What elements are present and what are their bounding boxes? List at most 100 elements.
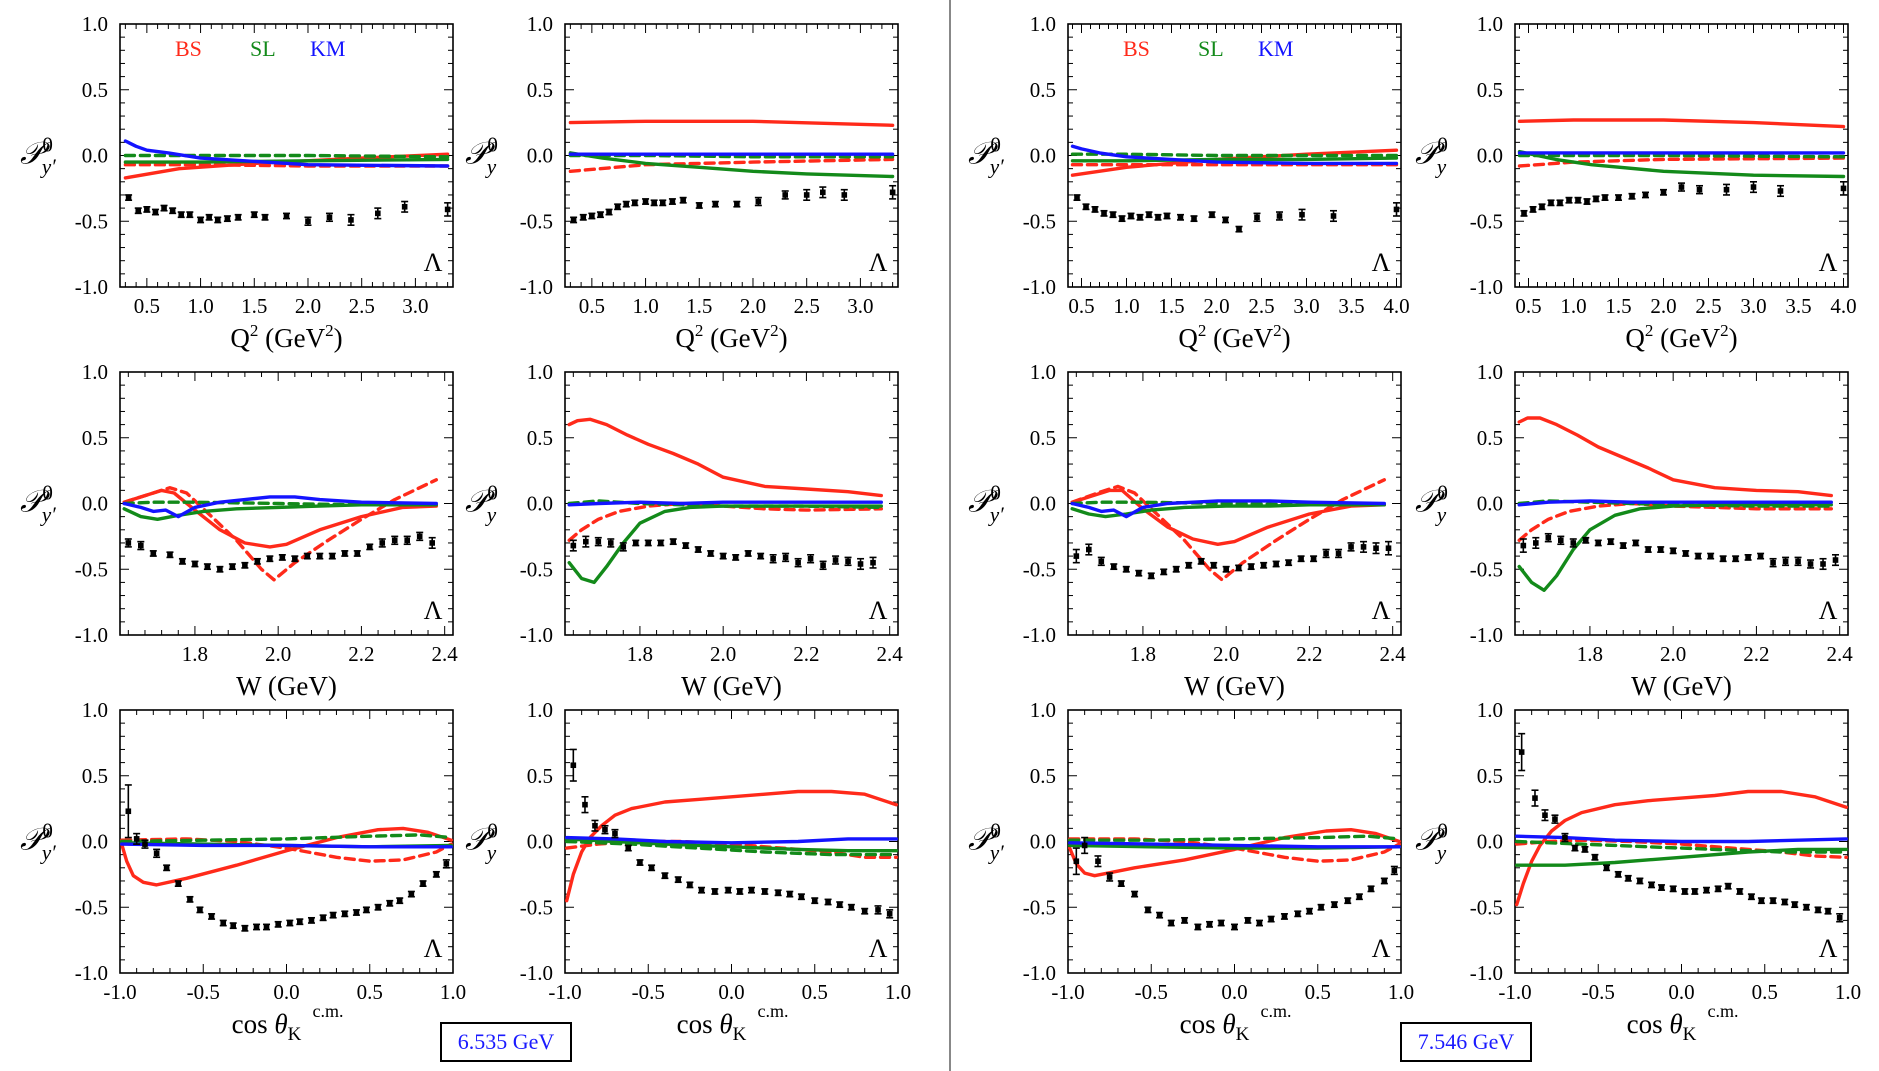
data-point <box>279 554 286 561</box>
data-point <box>379 540 386 546</box>
data-point <box>1348 544 1354 550</box>
y-tick-label: 0.5 <box>1030 764 1056 788</box>
curve-bs-solid <box>122 488 438 549</box>
data-point <box>832 557 839 563</box>
data-point <box>1373 545 1379 552</box>
data-point <box>1557 200 1563 206</box>
data-point <box>1745 554 1751 561</box>
y-axis-title: 𝒫0 y′ <box>968 481 1004 527</box>
data-point <box>1645 546 1651 553</box>
data-point <box>287 920 293 926</box>
x-tick-label: -0.5 <box>632 980 665 1004</box>
data-point <box>1223 566 1229 573</box>
y-tick-label: -1.0 <box>520 275 553 299</box>
panel-p9: 1.0 0.5 0.0 -0.5 -1.0-1.0 -0.5 0.0 0.5 1.0 cos θK… <box>20 698 466 1045</box>
data-point <box>1393 206 1400 213</box>
x-tick-label: 1.0 <box>632 294 658 318</box>
y-axis-title: 𝒫0 y <box>1415 481 1448 527</box>
curve-bs-dashed <box>122 478 438 582</box>
x-tick-label: 1.0 <box>1560 294 1586 318</box>
panel-p1: 1.0 0.5 0.0 -0.5 -1.0 0.5 1.0 1.5 2.0 2.5 3.0 Q2 (G… <box>20 12 454 353</box>
y-tick-label: -0.5 <box>1470 895 1503 919</box>
hyperon-label: Λ <box>424 934 443 963</box>
data-point <box>841 192 848 198</box>
data-point <box>354 550 361 557</box>
curves-group <box>565 789 898 903</box>
data-point <box>251 211 258 218</box>
data-point <box>1331 901 1338 908</box>
y-axis-title: 𝒫0 y <box>465 481 498 527</box>
data-point <box>401 203 408 210</box>
data-point <box>820 562 826 569</box>
data-point <box>1156 912 1163 918</box>
data-point <box>263 924 270 930</box>
y-tick-label: 0.5 <box>82 78 108 102</box>
data-point <box>732 554 739 561</box>
x-axis-title: cos θK <box>232 1009 302 1045</box>
data-point <box>1335 550 1342 557</box>
data-point <box>1748 893 1755 900</box>
data-point <box>1110 211 1116 218</box>
curve-km-solid <box>1070 499 1387 519</box>
data-point <box>1682 550 1689 557</box>
data-point <box>1607 538 1614 545</box>
data-point <box>167 551 173 558</box>
curve-km-solid <box>565 835 898 845</box>
data-points-group <box>1072 540 1393 580</box>
data-point <box>597 211 604 218</box>
data-point <box>1566 197 1572 204</box>
data-point <box>1268 916 1274 922</box>
data-point <box>1562 834 1568 841</box>
y-tick-label: 1.0 <box>1477 12 1503 36</box>
x-tick-label: 2.5 <box>1695 294 1721 318</box>
data-point <box>1164 213 1170 219</box>
data-point <box>1720 555 1726 562</box>
curves-group <box>122 478 438 582</box>
x-axis-title-superscript: c.m. <box>1261 1001 1292 1021</box>
x-tick-label: 2.0 <box>1203 294 1229 318</box>
y-tick-label: 0.5 <box>82 764 108 788</box>
data-point <box>142 841 148 847</box>
y-tick-label: 1.0 <box>1030 698 1056 722</box>
y-tick-label: -0.5 <box>1470 209 1503 233</box>
y-tick-label: 0.0 <box>82 144 108 168</box>
data-point <box>1530 206 1536 213</box>
data-point <box>1770 559 1776 566</box>
data-point <box>1260 562 1267 569</box>
data-point <box>1696 186 1703 193</box>
data-point <box>1533 540 1539 546</box>
data-point <box>420 880 426 887</box>
panel-p11: 1.0 0.5 0.0 -0.5 -1.0-1.0 -0.5 0.0 0.5 1.0 cos θK… <box>968 698 1414 1045</box>
data-point <box>375 904 381 911</box>
legend-km: KM <box>1258 36 1293 61</box>
data-point <box>283 213 290 219</box>
data-point <box>1620 542 1627 549</box>
data-point <box>592 822 598 829</box>
data-point <box>178 211 185 218</box>
y-tick-label: -1.0 <box>1470 275 1503 299</box>
y-tick-label: 0.5 <box>1030 78 1056 102</box>
x-tick-label: 1.8 <box>627 642 653 666</box>
curve-sl-dashed <box>120 833 453 844</box>
data-point <box>1807 561 1814 567</box>
data-point <box>762 888 768 895</box>
data-point <box>204 563 211 570</box>
curve-bs-dashed <box>567 501 883 542</box>
curve-sl-solid <box>565 837 898 853</box>
x-tick-label: 0.5 <box>134 294 160 318</box>
data-point <box>1648 882 1655 888</box>
data-point <box>1106 874 1113 880</box>
data-point <box>1198 558 1204 565</box>
data-point <box>1135 570 1142 576</box>
x-tick-label: 2.0 <box>710 642 736 666</box>
y-tick-label: -1.0 <box>75 961 108 985</box>
data-point <box>607 540 614 546</box>
data-point <box>745 550 751 557</box>
data-point <box>150 550 157 557</box>
data-point <box>187 211 193 218</box>
energy-label-left: 6.535 GeV <box>440 1022 572 1062</box>
y-tick-label: 0.0 <box>1030 144 1056 168</box>
data-point <box>308 917 315 924</box>
data-point <box>1670 886 1676 892</box>
